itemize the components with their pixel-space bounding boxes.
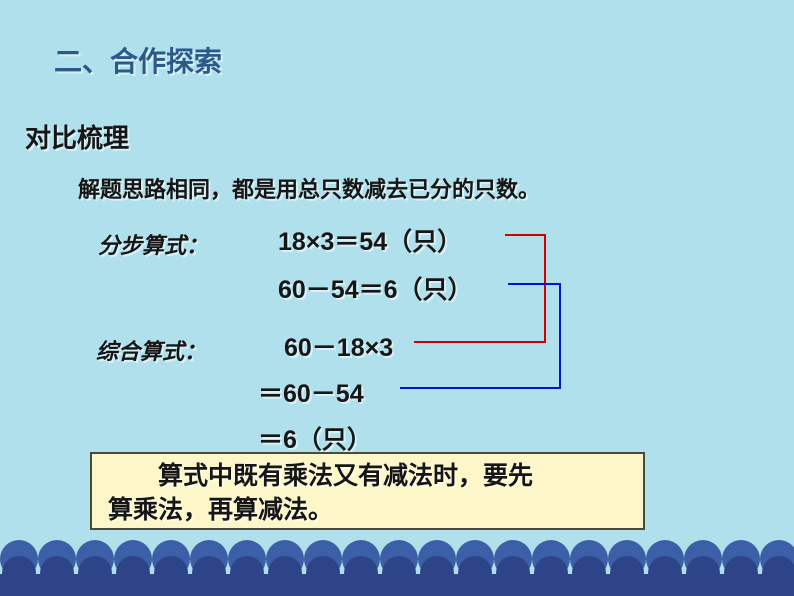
rule-note-line1: 算式中既有乘法又有减法时，要先 bbox=[108, 462, 533, 490]
subtitle: 对比梳理 bbox=[25, 118, 129, 155]
combined-label: 综合算式： bbox=[96, 334, 206, 366]
step-label: 分步算式： bbox=[98, 228, 208, 260]
step-eq-2: 60－54＝6（只） bbox=[278, 270, 473, 306]
comb-eq-2: ＝60－54 bbox=[258, 374, 364, 410]
rule-note-box: 算式中既有乘法又有减法时，要先 算乘法，再算减法。 bbox=[90, 452, 645, 530]
explain-text: 解题思路相同，都是用总只数减去已分的只数。 bbox=[78, 172, 540, 204]
comb-eq-3: ＝6（只） bbox=[258, 420, 372, 456]
comb-eq-1: 60－18×3 bbox=[284, 328, 393, 364]
step-eq-1: 18×3＝54（只） bbox=[278, 222, 462, 258]
section-title: 二、合作探索 bbox=[54, 40, 222, 80]
rule-note-line2: 算乘法，再算减法。 bbox=[108, 496, 333, 524]
bottom-band-inner bbox=[0, 574, 794, 596]
